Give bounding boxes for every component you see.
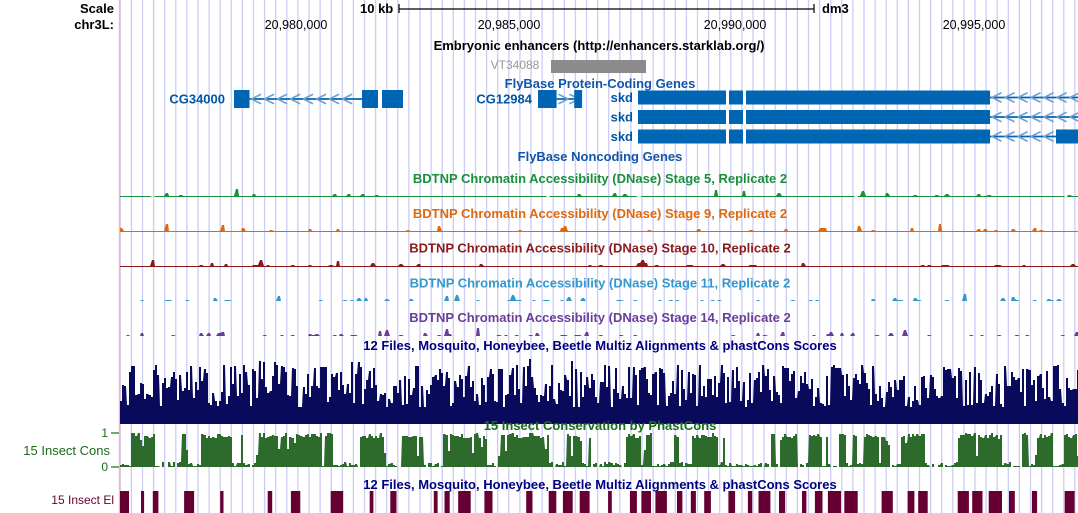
svg-text:0: 0 bbox=[101, 460, 108, 474]
svg-text:20,990,000: 20,990,000 bbox=[704, 18, 767, 32]
svg-text:BDTNP Chromatin Accessibility: BDTNP Chromatin Accessibility (DNase) St… bbox=[413, 206, 787, 221]
svg-text:dm3: dm3 bbox=[822, 1, 849, 16]
svg-text:20,995,000: 20,995,000 bbox=[943, 18, 1006, 32]
svg-text:12 Files, Mosquito, Honeybee,: 12 Files, Mosquito, Honeybee, Beetle Mul… bbox=[363, 477, 836, 492]
svg-text:Embryonic enhancers (http://en: Embryonic enhancers (http://enhancers.st… bbox=[434, 38, 765, 53]
svg-text:FlyBase Noncoding Genes: FlyBase Noncoding Genes bbox=[518, 149, 683, 164]
svg-text:Scale: Scale bbox=[80, 1, 114, 16]
svg-text:BDTNP Chromatin Accessibility: BDTNP Chromatin Accessibility (DNase) St… bbox=[410, 275, 791, 290]
svg-text:1: 1 bbox=[101, 426, 108, 440]
svg-text:20,980,000: 20,980,000 bbox=[265, 18, 328, 32]
svg-text:CG34000: CG34000 bbox=[169, 92, 225, 107]
svg-text:skd: skd bbox=[611, 90, 633, 105]
svg-text:BDTNP Chromatin Accessibility: BDTNP Chromatin Accessibility (DNase) St… bbox=[409, 241, 790, 256]
svg-text:15 Insect Conservation by Phas: 15 Insect Conservation by PhastCons bbox=[484, 418, 717, 433]
svg-text:skd: skd bbox=[611, 110, 633, 125]
svg-text:BDTNP Chromatin Accessibility: BDTNP Chromatin Accessibility (DNase) St… bbox=[413, 171, 787, 186]
svg-text:skd: skd bbox=[611, 129, 633, 144]
svg-text:CG12984: CG12984 bbox=[476, 92, 532, 107]
svg-text:10 kb: 10 kb bbox=[360, 1, 393, 16]
svg-text:12 Files, Mosquito, Honeybee,: 12 Files, Mosquito, Honeybee, Beetle Mul… bbox=[363, 338, 836, 353]
svg-text:BDTNP Chromatin Accessibility: BDTNP Chromatin Accessibility (DNase) St… bbox=[409, 310, 790, 325]
svg-text:VT34088: VT34088 bbox=[491, 58, 540, 72]
svg-text:15 Insect El: 15 Insect El bbox=[51, 493, 114, 507]
svg-text:chr3L:: chr3L: bbox=[74, 17, 114, 32]
svg-text:FlyBase Protein-Coding Genes: FlyBase Protein-Coding Genes bbox=[505, 76, 696, 91]
svg-text:15 Insect Cons: 15 Insect Cons bbox=[23, 443, 110, 458]
svg-text:20,985,000: 20,985,000 bbox=[478, 18, 541, 32]
